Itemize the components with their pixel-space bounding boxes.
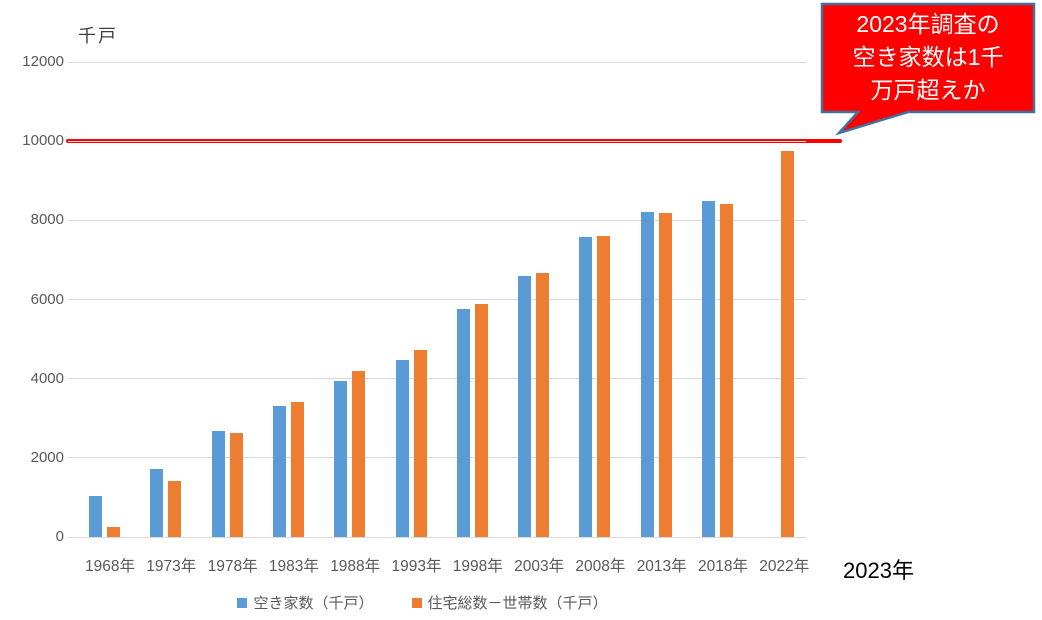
x-tick-label-1993年: 1993年: [391, 558, 442, 575]
bar-series2-2003年: [536, 273, 550, 537]
legend-label: 空き家数（千戸）: [253, 595, 374, 612]
y-tick-label-4000: 4000: [30, 369, 64, 387]
y-axis-title: 千戸: [78, 26, 118, 46]
gridline-0: [68, 536, 806, 538]
bar-series2-1983年: [290, 402, 304, 537]
bar-series1-1993年: [395, 359, 409, 537]
bar-series2-2018年: [720, 204, 733, 537]
y-tick-label-2000: 2000: [30, 448, 64, 466]
gridline-12000: [68, 61, 806, 63]
gridline-10000: [68, 140, 806, 142]
bar-series1-1998年: [456, 309, 470, 537]
bar-series2-1988年: [352, 370, 366, 537]
y-tick-label-6000: 6000: [30, 290, 64, 308]
legend-item-1: 空き家数（千戸）: [237, 592, 374, 613]
callout-line-3: 万戸超えか: [870, 76, 986, 103]
bar-series2-1978年: [229, 433, 243, 537]
x-tick-label-1968年: 1968年: [85, 558, 135, 575]
legend-item-2: 住宅総数－世帯数（千戸）: [411, 592, 608, 613]
bar-series2-1993年: [413, 350, 427, 537]
gridline-2000: [68, 457, 806, 459]
x-tick-label-2003年: 2003年: [514, 558, 565, 575]
bar-series1-1973年: [150, 468, 164, 537]
bar-series2-2008年: [597, 235, 611, 537]
x-tick-label-1973年: 1973年: [146, 558, 197, 575]
x-tick-label-2018年: 2018年: [698, 558, 748, 575]
x-tick-label-1988年: 1988年: [330, 558, 381, 575]
bar-series2-2022年: [781, 151, 795, 537]
legend-swatch-icon: [411, 597, 422, 608]
y-tick-label-0: 0: [55, 528, 64, 545]
callout-line-1: 2023年調査の: [856, 10, 1000, 37]
bar-series1-2008年: [579, 237, 593, 537]
callout-line-2: 空き家数は1千: [852, 43, 1004, 70]
legend-swatch-icon: [237, 597, 248, 608]
x-tick-label-1998年: 1998年: [452, 558, 503, 575]
x-tick-label-2022年: 2022年: [759, 558, 810, 575]
bar-series1-1983年: [272, 406, 286, 537]
legend-label: 住宅総数－世帯数（千戸）: [427, 595, 608, 612]
bar-series1-2003年: [518, 276, 532, 537]
callout-annotation: 2023年調査の 空き家数は1千 万戸超えか: [826, 5, 1030, 109]
gridline-6000: [68, 299, 806, 300]
y-tick-label-8000: 8000: [30, 211, 64, 229]
chart-legend: 空き家数（千戸） 住宅総数－世帯数（千戸）: [0, 592, 845, 613]
x-label-2023: 2023年: [843, 558, 914, 583]
x-tick-label-2008年: 2008年: [575, 558, 626, 575]
bar-series2-1973年: [168, 481, 182, 537]
x-tick-label-2013年: 2013年: [636, 558, 687, 575]
bar-series2-1998年: [474, 303, 488, 537]
gridline-8000: [68, 219, 806, 221]
x-tick-label-1978年: 1978年: [207, 558, 258, 575]
gridline-4000: [68, 378, 806, 380]
bar-series1-1978年: [211, 430, 225, 537]
bar-series1-2013年: [640, 212, 654, 537]
bar-series2-2013年: [658, 213, 672, 537]
x-tick-label-1983年: 1983年: [268, 558, 319, 575]
bar-series1-2018年: [702, 200, 715, 537]
y-tick-label-12000: 12000: [22, 53, 64, 70]
bar-series2-1968年: [107, 527, 120, 537]
y-tick-label-10000: 10000: [22, 132, 64, 150]
bar-series1-1968年: [89, 496, 102, 537]
bar-series1-1988年: [334, 381, 348, 537]
